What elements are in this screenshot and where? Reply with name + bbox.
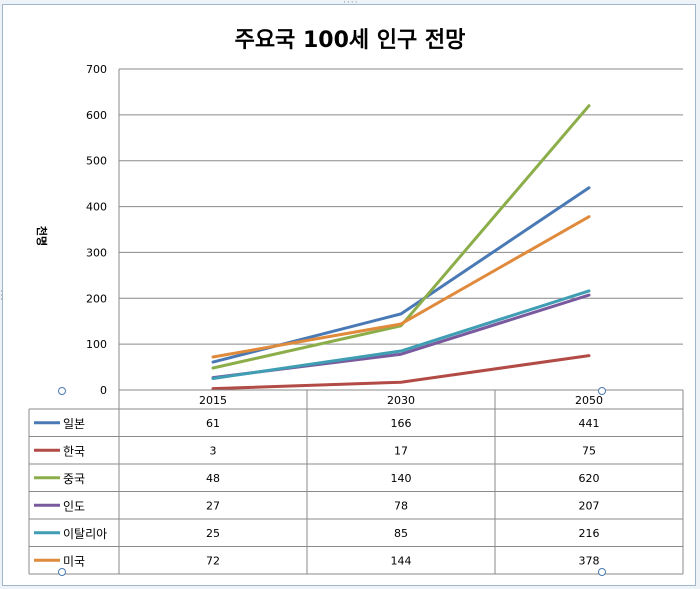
x-tick-label-0: 2015 [199, 394, 227, 407]
y-tick-label-100: 100 [86, 338, 107, 351]
legend-label-1: 한국 [63, 444, 85, 458]
series-line-1 [211, 354, 591, 391]
legend-label-0: 일본 [63, 417, 85, 431]
legend-label-4: 이탈리아 [63, 527, 107, 541]
y-tick-label-600: 600 [86, 109, 107, 122]
series-line-2 [211, 104, 591, 370]
plot-area-handle-3[interactable] [598, 568, 606, 576]
y-tick-label-700: 700 [86, 63, 107, 76]
y-axis-ticks: 0 100 200 300 400 500 600 700 [86, 63, 107, 397]
data-label-5-2: 378 [579, 554, 600, 567]
chart-title: 주요국 100세 인구 전망 [235, 28, 466, 53]
data-label-5-1: 144 [391, 554, 412, 567]
data-label-4-2: 216 [579, 527, 600, 540]
y-tick-label-400: 400 [86, 201, 107, 214]
legend-label-2: 중국 [63, 472, 85, 486]
y-tick-label-500: 500 [86, 155, 107, 168]
series-line-5 [211, 215, 591, 359]
series-line-4 [211, 289, 591, 381]
gridlines [118, 68, 683, 391]
data-label-1-2: 75 [582, 444, 596, 457]
y-tick-label-0: 0 [100, 384, 107, 397]
data-label-3-2: 207 [579, 499, 600, 512]
data-label-1-1: 17 [394, 444, 408, 457]
data-label-5-0: 72 [206, 554, 220, 567]
data-label-3-0: 27 [206, 499, 220, 512]
data-label-0-1: 166 [391, 417, 412, 430]
plot-area-handle-1[interactable] [598, 387, 606, 395]
data-label-2-0: 48 [206, 472, 220, 485]
data-label-1-0: 3 [210, 444, 217, 457]
plot-area-handle-0[interactable] [58, 387, 66, 395]
y-tick-label-200: 200 [86, 292, 107, 305]
selection-handles[interactable] [58, 387, 606, 576]
data-label-4-1: 85 [394, 527, 408, 540]
y-axis-label: 천명 [35, 226, 49, 246]
data-label-2-1: 140 [391, 472, 412, 485]
data-label-0-0: 61 [206, 417, 220, 430]
data-label-4-0: 25 [206, 527, 220, 540]
y-tick-label-300: 300 [86, 246, 107, 259]
legend-label-3: 인도 [63, 499, 85, 513]
data-table: 2015 2030 2050 일본 61 166 441 한국 3 17 75 중국 48 140 620 인… [28, 389, 684, 575]
left-resize-handle[interactable]: · · · [0, 287, 3, 305]
x-tick-label-1: 2030 [387, 394, 415, 407]
series-line-0 [211, 186, 591, 364]
legend-label-5: 미국 [63, 554, 85, 568]
top-resize-handle[interactable]: ···· [343, 0, 359, 8]
x-tick-label-2: 2050 [575, 394, 603, 407]
plot-area-handle-2[interactable] [58, 568, 66, 576]
data-label-0-2: 441 [579, 417, 600, 430]
series-lines [211, 104, 591, 391]
data-label-3-1: 78 [394, 499, 408, 512]
data-label-2-2: 620 [579, 472, 600, 485]
